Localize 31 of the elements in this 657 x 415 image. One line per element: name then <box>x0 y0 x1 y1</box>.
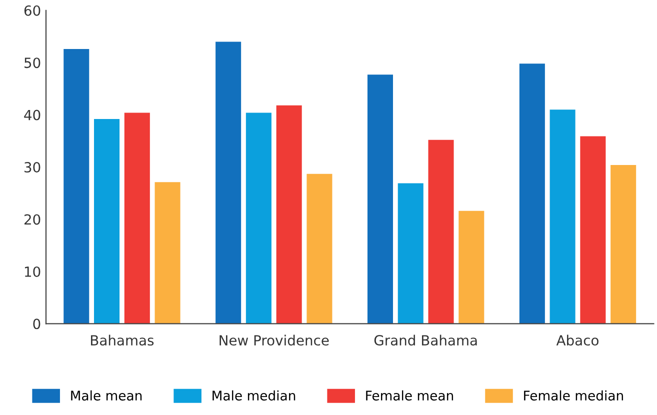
bar <box>276 105 302 324</box>
legend-label: Female mean <box>366 390 454 401</box>
bar <box>610 164 636 324</box>
x-tick-label: Grand Bahama <box>374 334 477 346</box>
bar <box>519 64 545 324</box>
bar <box>398 183 424 324</box>
x-tick-label: Bahamas <box>91 334 154 346</box>
bar <box>428 140 454 324</box>
legend-label: Male mean <box>71 390 142 401</box>
bar <box>580 136 606 324</box>
legend-label: Female median <box>524 390 623 401</box>
x-tick-label: Abaco <box>556 334 598 346</box>
bar <box>94 118 120 324</box>
y-tick-label: 30 <box>24 162 40 173</box>
y-tick-label: 20 <box>24 214 40 225</box>
y-tick-label: 0 <box>33 318 40 330</box>
bar <box>306 174 332 324</box>
bar <box>367 74 393 324</box>
bar <box>458 210 484 324</box>
y-tick-label: 50 <box>24 58 40 68</box>
y-tick-label: 40 <box>24 110 40 120</box>
x-tick-label: New Providence <box>220 334 329 346</box>
bar <box>124 112 150 324</box>
legend-label: Male median <box>212 390 296 401</box>
y-tick-label: 10 <box>24 266 40 277</box>
y-tick-label: 60 <box>24 5 40 16</box>
bar <box>550 110 576 324</box>
bar <box>216 42 242 324</box>
bar <box>246 112 272 324</box>
bar <box>154 182 180 324</box>
bar <box>64 49 90 324</box>
